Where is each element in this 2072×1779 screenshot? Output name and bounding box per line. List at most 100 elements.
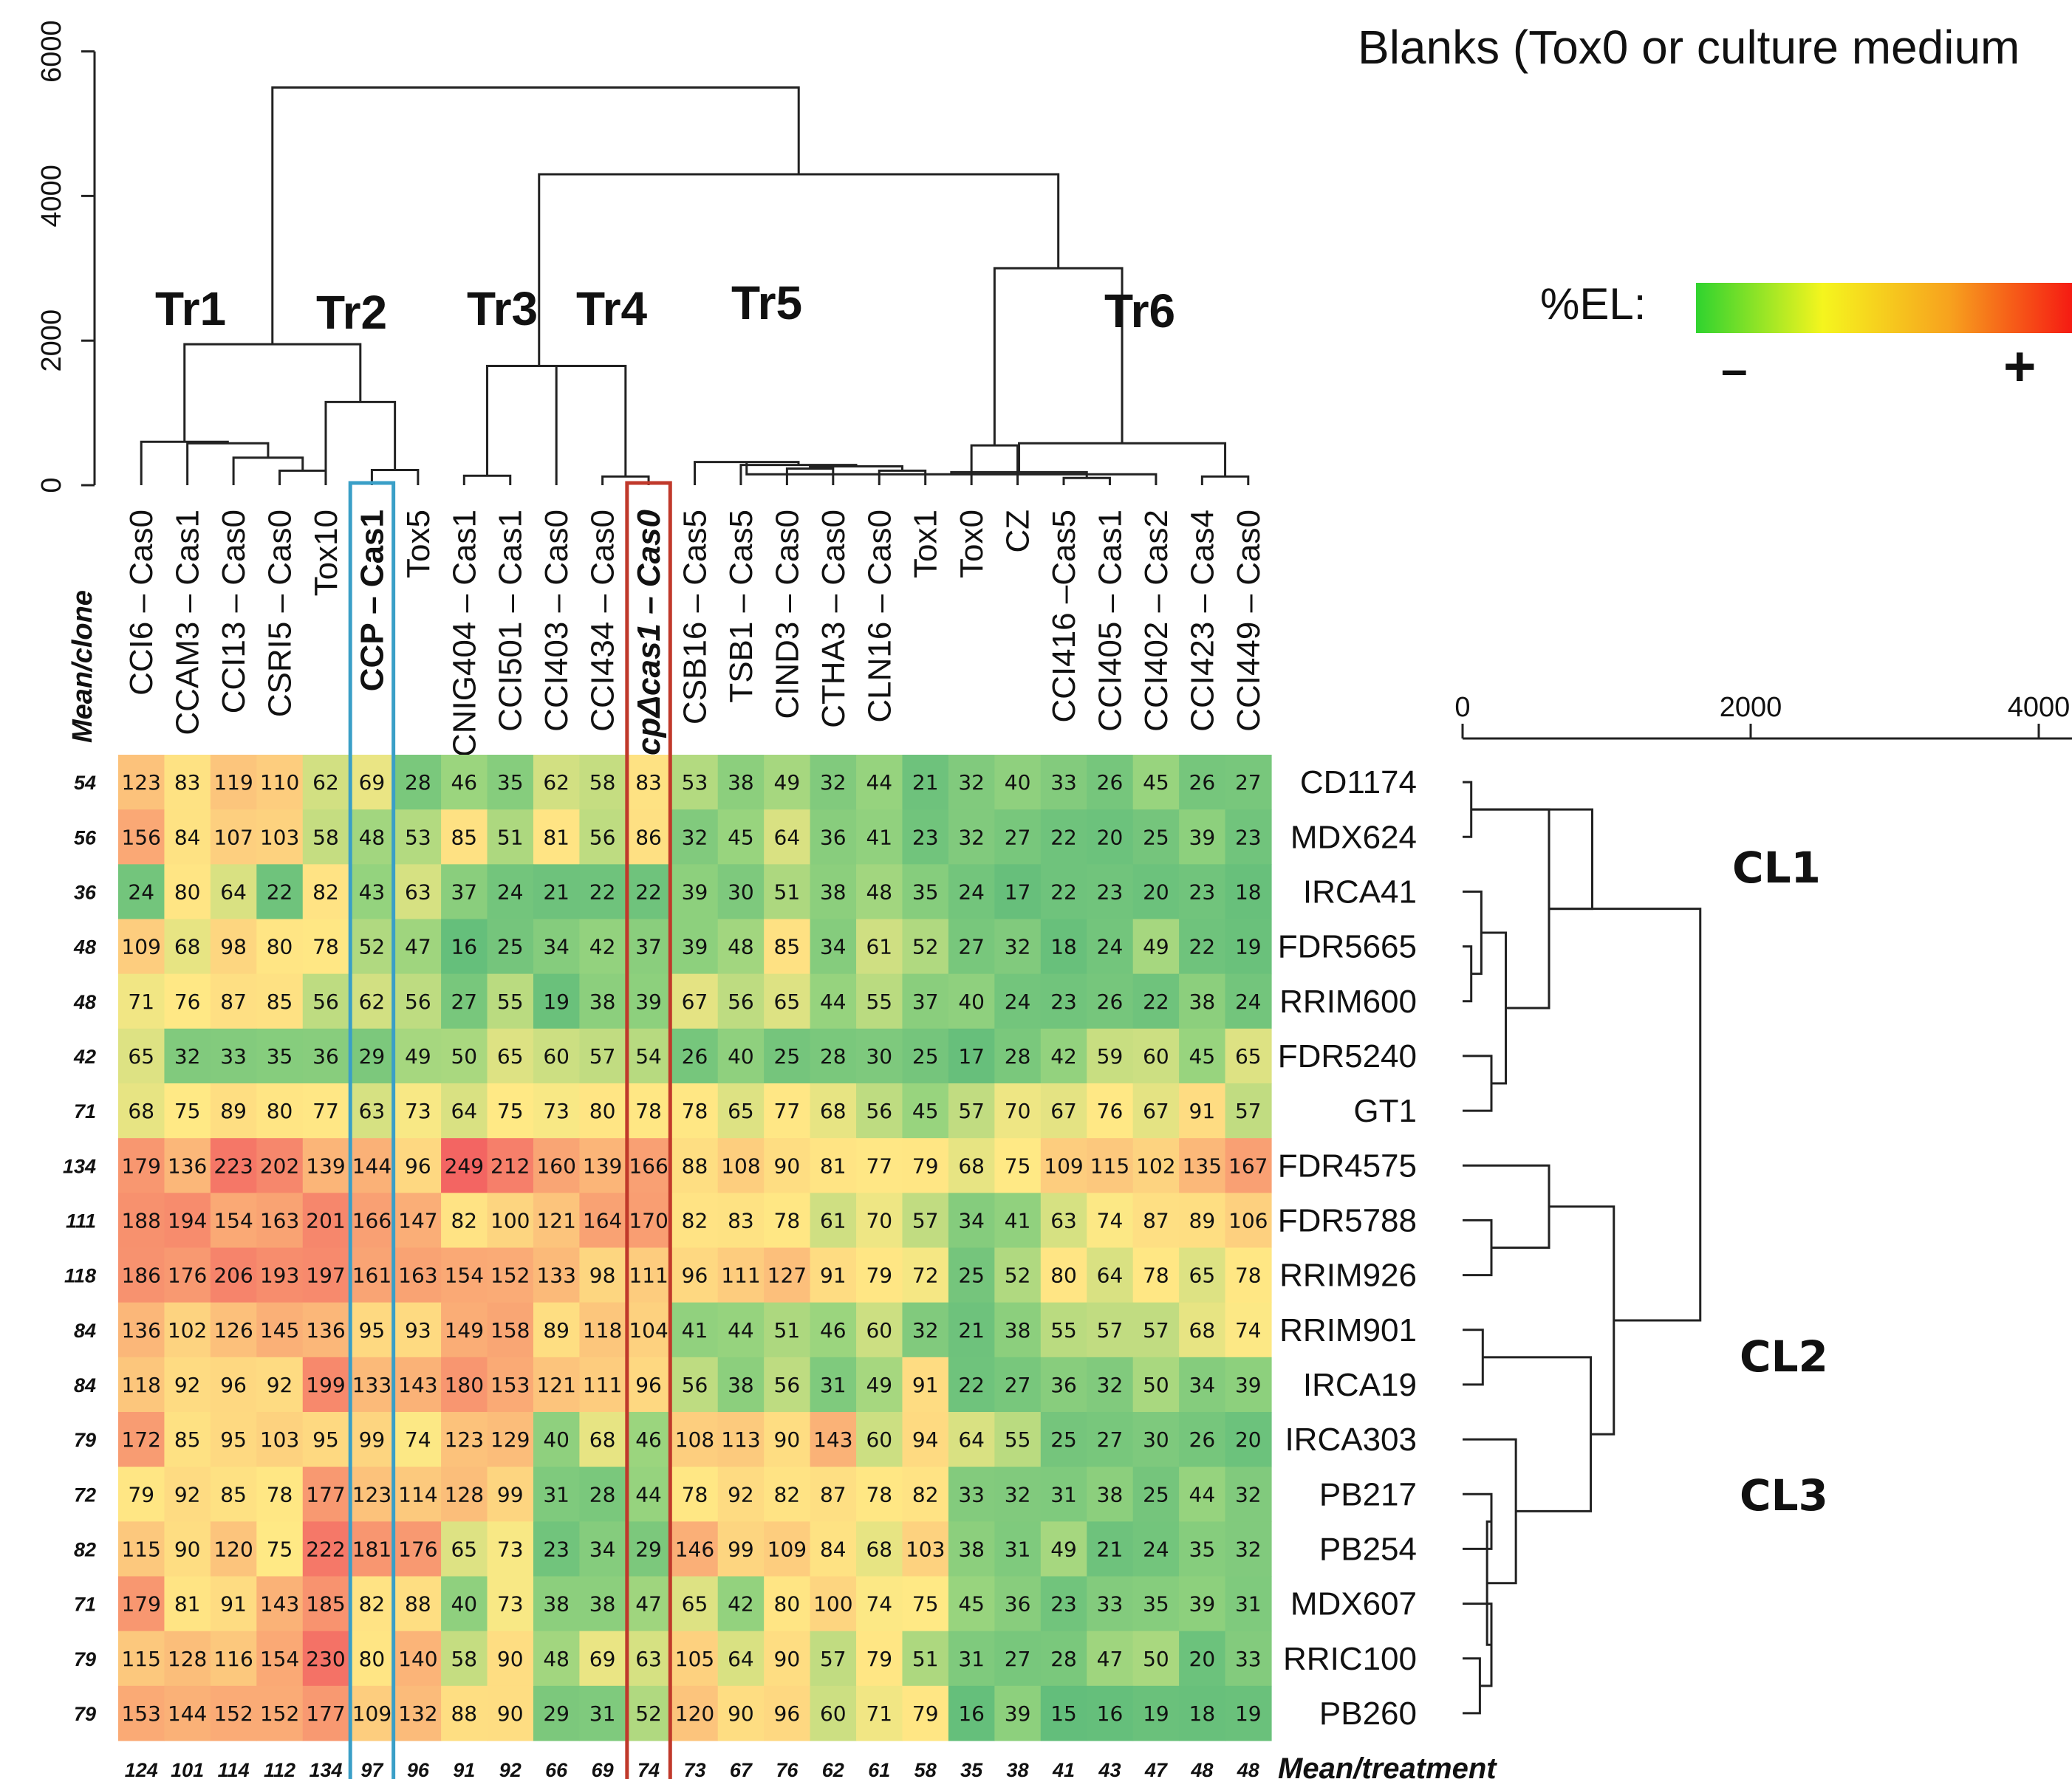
cell-value: 91 xyxy=(912,1373,939,1397)
cell-value: 64 xyxy=(728,1647,754,1671)
cell-value: 193 xyxy=(260,1264,299,1288)
cell-value: 60 xyxy=(866,1427,892,1452)
heatmap-cell xyxy=(210,1302,257,1358)
cell-value: 40 xyxy=(543,1427,570,1452)
heatmap-cell xyxy=(1040,1467,1087,1522)
cell-value: 52 xyxy=(359,935,386,959)
cell-value: 23 xyxy=(1235,825,1262,849)
cell-value: 56 xyxy=(405,990,431,1014)
heatmap-cell xyxy=(994,809,1042,865)
heatmap-cell xyxy=(533,1412,580,1467)
cell-value: 78 xyxy=(774,1208,801,1233)
heatmap-cell xyxy=(1225,1138,1272,1193)
row-mean-value: 79 xyxy=(74,1648,96,1670)
heatmap-cell xyxy=(441,1193,488,1249)
cell-value: 23 xyxy=(1050,990,1077,1014)
col-mean-value: 62 xyxy=(822,1759,844,1779)
heatmap-cell xyxy=(717,919,765,975)
cell-value: 147 xyxy=(398,1208,437,1233)
cell-value: 88 xyxy=(682,1154,708,1178)
heatmap-cell xyxy=(994,1083,1042,1139)
column-dendrogram-link xyxy=(140,440,229,485)
cluster-label-cl1: CL1 xyxy=(1732,843,1821,893)
heatmap-cell xyxy=(210,755,257,810)
cell-value: 98 xyxy=(220,935,247,959)
heatmap-cell xyxy=(349,1302,396,1358)
heatmap-cell xyxy=(902,1247,949,1303)
cell-value: 83 xyxy=(635,770,662,795)
heatmap-cell xyxy=(256,809,304,865)
heatmap-cell xyxy=(1132,1302,1180,1358)
cell-value: 32 xyxy=(1235,1482,1262,1507)
heatmap-cell xyxy=(1132,1138,1180,1193)
cell-value: 84 xyxy=(820,1537,847,1561)
cell-value: 85 xyxy=(220,1482,247,1507)
cell-value: 90 xyxy=(774,1647,801,1671)
heatmap-cell xyxy=(902,919,949,975)
heatmap-cell xyxy=(118,1138,165,1193)
cell-value: 19 xyxy=(1143,1701,1169,1726)
heatmap-cell xyxy=(1087,1357,1134,1413)
heatmap-cell xyxy=(810,919,857,975)
heatmap-cell xyxy=(487,755,534,810)
heatmap-cell xyxy=(1179,973,1226,1029)
cell-value: 79 xyxy=(912,1154,939,1178)
heatmap-cell xyxy=(533,1467,580,1522)
cell-value: 35 xyxy=(1143,1592,1169,1617)
cell-value: 98 xyxy=(589,1264,616,1288)
legend-gradient-bar xyxy=(1696,283,2072,333)
cell-value: 85 xyxy=(174,1427,201,1452)
cell-value: 230 xyxy=(306,1647,345,1671)
cell-value: 78 xyxy=(682,1482,708,1507)
cell-value: 89 xyxy=(543,1318,570,1343)
cell-value: 161 xyxy=(352,1264,392,1288)
cell-value: 95 xyxy=(312,1427,339,1452)
heatmap-cell xyxy=(994,919,1042,975)
column-dendrogram-link xyxy=(486,364,592,476)
heatmap-cell xyxy=(210,1083,257,1139)
cell-value: 32 xyxy=(1097,1373,1124,1397)
cell-value: 68 xyxy=(958,1154,985,1178)
cell-value: 74 xyxy=(1235,1318,1262,1343)
heatmap-cell xyxy=(302,809,349,865)
heatmap-cell xyxy=(210,1685,257,1741)
column-dendrogram-link xyxy=(970,444,1019,485)
column-dendrogram-link xyxy=(1062,476,1111,485)
cell-value: 22 xyxy=(1050,880,1077,904)
cell-value: 176 xyxy=(168,1264,207,1288)
heatmap-cell xyxy=(487,919,534,975)
heatmap-cell xyxy=(118,973,165,1029)
heatmap-cell xyxy=(625,1083,672,1139)
heatmap-cell xyxy=(810,1247,857,1303)
heatmap-cell xyxy=(625,1412,672,1467)
cell-value: 95 xyxy=(220,1427,247,1452)
heatmap-cell xyxy=(533,1138,580,1193)
heatmap-cell xyxy=(1225,973,1272,1029)
heatmap-cell xyxy=(717,1193,765,1249)
heatmap-cell xyxy=(579,1302,626,1358)
heatmap-cell xyxy=(302,1028,349,1084)
row-axis-tick-label: 4000 xyxy=(2008,692,2071,723)
cell-value: 145 xyxy=(260,1318,299,1343)
cell-value: 18 xyxy=(1235,880,1262,904)
heatmap-cell xyxy=(625,755,672,810)
column-dendrogram-link xyxy=(785,467,835,485)
cell-value: 31 xyxy=(820,1373,847,1397)
highlight-box-ccp-cas1-cas0 xyxy=(625,481,672,1779)
col-mean-value: 67 xyxy=(730,1759,753,1779)
heatmap-cell xyxy=(441,864,488,920)
heatmap-cell xyxy=(764,809,811,865)
heatmap-cell xyxy=(1132,1521,1180,1577)
cell-value: 63 xyxy=(1050,1208,1077,1233)
cell-value: 37 xyxy=(635,935,662,959)
cell-value: 212 xyxy=(490,1154,530,1178)
cell-value: 60 xyxy=(820,1701,847,1726)
row-label-irca19: IRCA19 xyxy=(1303,1367,1417,1403)
row-mean-value: 79 xyxy=(74,1703,96,1725)
cell-value: 87 xyxy=(1143,1208,1169,1233)
cell-value: 99 xyxy=(728,1537,754,1561)
cell-value: 44 xyxy=(866,770,892,795)
heatmap-cell xyxy=(994,1467,1042,1522)
heatmap-cell xyxy=(349,1028,396,1084)
cell-value: 144 xyxy=(168,1701,207,1726)
